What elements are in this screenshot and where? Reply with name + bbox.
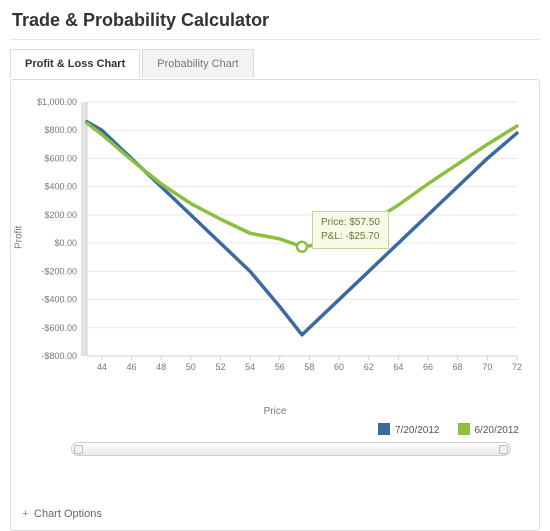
legend-swatch-1 [458,423,470,435]
x-range-scrollbar[interactable] [71,442,511,456]
legend-label-1: 6/20/2012 [475,425,520,436]
legend-swatch-0 [378,423,390,435]
chart-area: Profit $1,000.00$800.00$600.00$400.00$20… [25,94,525,404]
svg-text:-$800.00: -$800.00 [41,351,77,361]
chart-options-toggle[interactable]: + Chart Options [21,508,102,520]
tab-profit-loss[interactable]: Profit & Loss Chart [10,49,140,78]
x-axis-label: Price [11,406,539,417]
divider [10,39,540,40]
svg-text:72: 72 [512,362,522,372]
svg-text:$1,000.00: $1,000.00 [37,97,77,107]
svg-text:62: 62 [364,362,374,372]
pl-chart-svg: $1,000.00 $800.00 $600.00 $400.00 $200.00 $0.… [25,94,525,384]
plus-icon: + [21,508,30,520]
svg-text:-$400.00: -$400.00 [41,295,77,305]
svg-text:50: 50 [186,362,196,372]
chart-legend: 7/20/2012 6/20/2012 [11,423,519,436]
svg-text:-$200.00: -$200.00 [41,266,77,276]
tooltip-line-pl: P&L: -$25.70 [321,230,380,244]
y-axis-label: Profit [14,226,25,249]
chart-options-label: Chart Options [34,508,102,520]
legend-item-1: 6/20/2012 [458,423,520,436]
svg-text:$0.00: $0.00 [54,238,77,248]
svg-text:54: 54 [245,362,255,372]
svg-text:$600.00: $600.00 [44,153,77,163]
svg-text:44: 44 [97,362,107,372]
svg-text:$800.00: $800.00 [44,125,77,135]
svg-text:58: 58 [304,362,314,372]
tab-probability[interactable]: Probability Chart [142,49,253,78]
chart-tooltip: Price: $57.50 P&L: -$25.70 [312,211,389,249]
svg-text:68: 68 [453,362,463,372]
legend-label-0: 7/20/2012 [395,425,440,436]
tooltip-line-price: Price: $57.50 [321,216,380,230]
tabs: Profit & Loss Chart Probability Chart [10,49,540,78]
svg-text:48: 48 [156,362,166,372]
svg-text:-$600.00: -$600.00 [41,323,77,333]
svg-text:64: 64 [393,362,403,372]
svg-text:$400.00: $400.00 [44,182,77,192]
svg-text:70: 70 [482,362,492,372]
chart-panel: Profit $1,000.00 $800.00 $600.00 $400.00 $20… [10,79,540,531]
svg-text:66: 66 [423,362,433,372]
svg-text:60: 60 [334,362,344,372]
svg-text:56: 56 [275,362,285,372]
legend-item-0: 7/20/2012 [378,423,440,436]
page-title: Trade & Probability Calculator [12,10,540,31]
svg-text:52: 52 [215,362,225,372]
svg-text:46: 46 [126,362,136,372]
svg-text:$200.00: $200.00 [44,210,77,220]
